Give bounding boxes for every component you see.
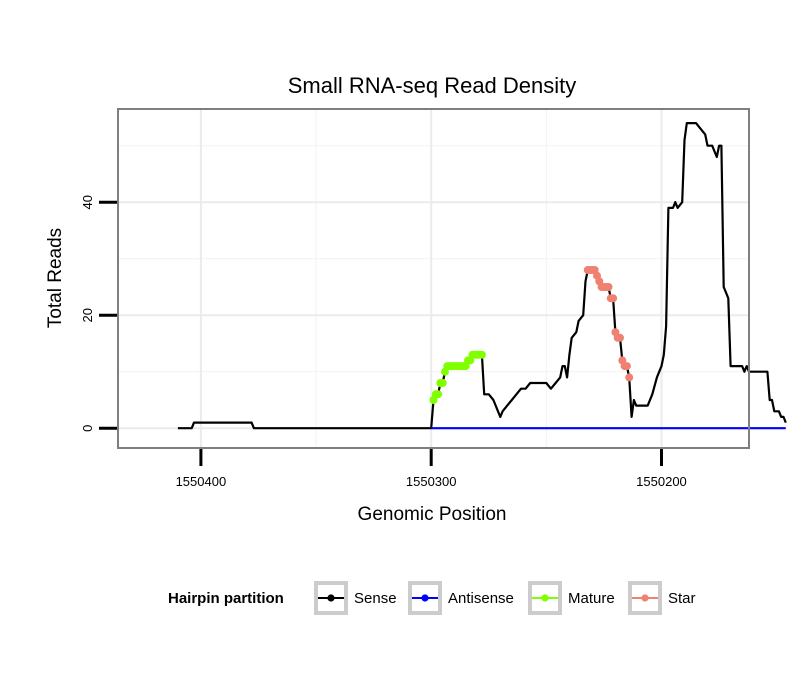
x-axis: 1550400 1550300 1550200 bbox=[176, 449, 687, 489]
legend-dot-star bbox=[641, 594, 649, 602]
y-tick-label: 20 bbox=[80, 308, 95, 322]
x-tick-label: 1550200 bbox=[636, 474, 687, 489]
grid-minor bbox=[118, 109, 749, 448]
x-tick-label: 1550400 bbox=[176, 474, 227, 489]
point-mature bbox=[434, 390, 443, 399]
y-axis: 0 20 40 bbox=[80, 195, 117, 432]
plot-panel bbox=[117, 108, 787, 449]
legend: Hairpin partition Sense Antisense Mature St… bbox=[168, 581, 696, 615]
point-star bbox=[604, 283, 613, 291]
series-layer bbox=[177, 122, 787, 430]
legend-label-sense: Sense bbox=[354, 590, 397, 607]
legend-dot-mature bbox=[541, 594, 549, 602]
legend-label-mature: Mature bbox=[568, 590, 615, 607]
legend-label-star: Star bbox=[668, 590, 696, 607]
point-star bbox=[616, 333, 624, 342]
point-star bbox=[625, 373, 634, 382]
point-star bbox=[622, 362, 631, 371]
y-tick-label: 40 bbox=[80, 195, 95, 209]
point-star bbox=[609, 294, 618, 303]
plot-border bbox=[117, 108, 750, 449]
x-tick-label: 1550300 bbox=[406, 474, 457, 489]
x-axis-title: Genomic Position bbox=[358, 504, 507, 525]
chart-title: Small RNA-seq Read Density bbox=[288, 73, 577, 98]
legend-label-antisense: Antisense bbox=[448, 590, 514, 607]
legend-dot-sense bbox=[327, 594, 335, 602]
point-mature bbox=[438, 379, 447, 387]
y-axis-title: Total Reads bbox=[45, 228, 66, 328]
legend-dot-antisense bbox=[421, 594, 429, 602]
y-tick-label: 0 bbox=[80, 425, 95, 432]
point-mature bbox=[477, 350, 486, 359]
legend-title: Hairpin partition bbox=[168, 590, 284, 607]
